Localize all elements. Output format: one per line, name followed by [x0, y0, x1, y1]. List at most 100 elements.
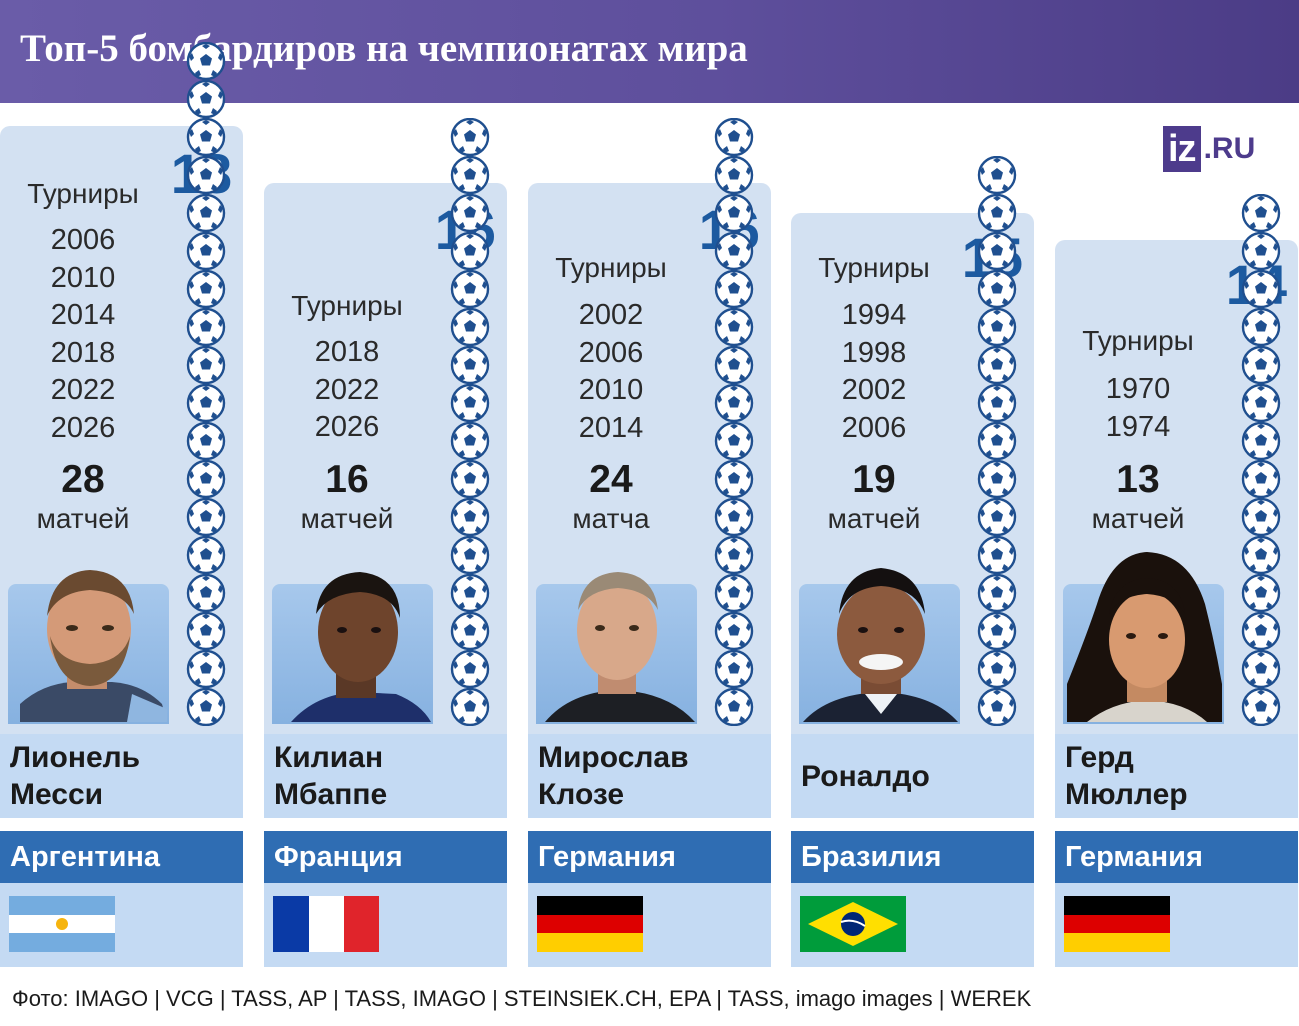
name-last: Месси [10, 778, 104, 811]
year: 2002 [841, 374, 907, 406]
page-title: Топ-5 бомбардиров на чемпионатах мира [20, 27, 748, 70]
goal-ball-icon [447, 308, 493, 346]
goal-ball-icon [711, 118, 757, 156]
year: 2006 [578, 336, 644, 369]
goal-ball-icon [711, 308, 757, 346]
goal-ball-icon [183, 536, 229, 574]
player-name: Килиан Мбаппе [274, 739, 387, 813]
goal-ball-icon [974, 194, 1020, 232]
goal-ball-icon [447, 270, 493, 308]
goal-ball-icon [183, 42, 229, 80]
goal-ball-icon [447, 346, 493, 384]
goal-ball-icon [1238, 574, 1284, 612]
name-last: Клозе [538, 778, 625, 811]
matches-count: 24 [589, 458, 633, 501]
player-photo [803, 544, 958, 722]
year: 2014 [578, 411, 644, 444]
goal-ball-icon [974, 346, 1020, 384]
matches-label: матчей [1091, 503, 1185, 534]
year: 2026 [314, 411, 380, 443]
player-column-4: 15 Турниры 1994 1998 2002 2006 19 матчей… [791, 0, 1034, 1026]
goal-ball-icon [447, 498, 493, 536]
player-name-bar: Лионель Месси [0, 734, 243, 818]
goals-balls [183, 42, 229, 726]
goal-ball-icon [183, 270, 229, 308]
goal-ball-icon [974, 384, 1020, 422]
country-bar: Аргентина [0, 831, 243, 883]
tournament-years: 1994 1998 2002 2006 [794, 297, 954, 447]
goal-ball-icon [1238, 688, 1284, 726]
player-name: Роналдо [801, 758, 930, 795]
country-name: Германия [1065, 840, 1203, 873]
goal-ball-icon [711, 346, 757, 384]
tournaments-label: Турниры [818, 252, 930, 283]
goal-ball-icon [711, 460, 757, 498]
goal-ball-icon [974, 650, 1020, 688]
goal-ball-icon [183, 574, 229, 612]
goal-ball-icon [183, 422, 229, 460]
player-column-1: 18 Турниры 2006 2010 2014 2018 2022 2026… [0, 0, 243, 1026]
year: 1970 [1105, 373, 1171, 405]
goal-ball-icon [183, 194, 229, 232]
goals-balls [1238, 194, 1284, 726]
tournament-years: 1970 1974 [1058, 371, 1218, 446]
goal-ball-icon [1238, 536, 1284, 574]
name-first: Роналдо [801, 759, 930, 793]
goal-ball-icon [974, 536, 1020, 574]
goal-ball-icon [711, 194, 757, 232]
goal-ball-icon [183, 156, 229, 194]
country-name: Аргентина [10, 840, 161, 873]
goal-ball-icon [974, 688, 1020, 726]
matches-label: матчей [300, 503, 394, 534]
goal-ball-icon [1238, 308, 1284, 346]
goal-ball-icon [183, 650, 229, 688]
year: 2006 [50, 224, 116, 256]
goal-ball-icon [447, 232, 493, 270]
country-name: Франция [274, 840, 403, 873]
matches-count: 16 [325, 458, 369, 501]
flag-bar [1055, 883, 1298, 967]
matches-count: 13 [1116, 458, 1160, 501]
goal-ball-icon [974, 574, 1020, 612]
goal-ball-icon [974, 270, 1020, 308]
goal-ball-icon [711, 232, 757, 270]
goal-ball-icon [183, 232, 229, 270]
flag-bar [791, 883, 1034, 967]
goal-ball-icon [183, 688, 229, 726]
goal-ball-icon [1238, 422, 1284, 460]
tournament-years: 2002 2006 2010 2014 [531, 297, 691, 447]
player-photo [540, 544, 695, 722]
goal-ball-icon [447, 194, 493, 232]
goal-ball-icon [1238, 194, 1284, 232]
player-name: Лионель Месси [10, 739, 140, 813]
goal-ball-icon [447, 688, 493, 726]
goals-balls [974, 156, 1020, 726]
goal-ball-icon [183, 384, 229, 422]
goal-ball-icon [447, 384, 493, 422]
goal-ball-icon [447, 118, 493, 156]
goal-ball-icon [1238, 460, 1284, 498]
year: 2010 [578, 374, 644, 406]
year: 2018 [50, 336, 116, 369]
goal-ball-icon [711, 156, 757, 194]
goal-ball-icon [711, 688, 757, 726]
country-name: Германия [538, 840, 676, 873]
goals-balls [711, 118, 757, 726]
goal-ball-icon [974, 460, 1020, 498]
goals-balls [447, 118, 493, 726]
matches-label: матчей [827, 503, 921, 534]
player-name-bar: Роналдо [791, 734, 1034, 818]
goal-ball-icon [1238, 384, 1284, 422]
player-name-bar: Килиан Мбаппе [264, 734, 507, 818]
year: 1994 [841, 299, 907, 331]
goal-ball-icon [183, 460, 229, 498]
year: 2022 [50, 374, 116, 406]
goal-ball-icon [183, 308, 229, 346]
goal-ball-icon [447, 460, 493, 498]
country-name: Бразилия [801, 840, 942, 873]
goal-ball-icon [974, 308, 1020, 346]
goal-ball-icon [447, 574, 493, 612]
flag-bar [264, 883, 507, 967]
goal-ball-icon [711, 422, 757, 460]
goal-ball-icon [711, 384, 757, 422]
